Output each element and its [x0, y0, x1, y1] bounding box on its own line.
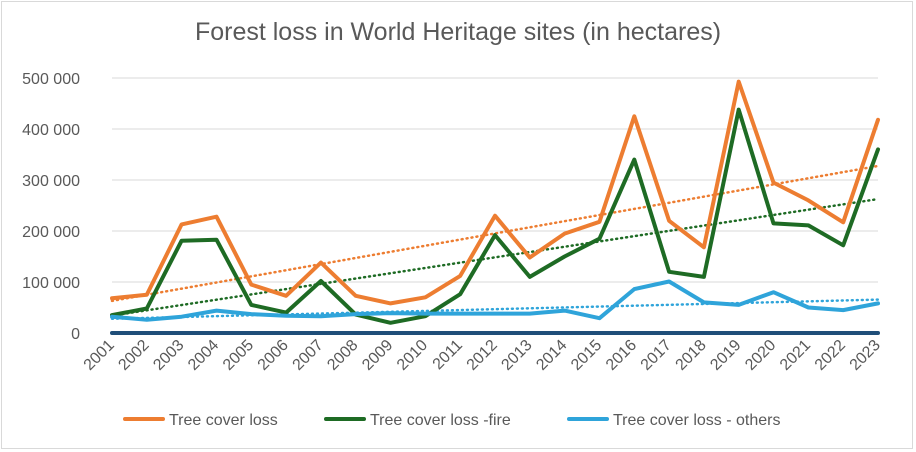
trendline-1	[110, 197, 880, 317]
x-tick-label: 2015	[568, 337, 605, 374]
y-tick-label: 0	[71, 326, 80, 343]
x-axis: 2001200220032004200520062007200820092010…	[81, 337, 884, 374]
x-tick-label: 2019	[707, 337, 744, 374]
x-tick-label: 2020	[742, 337, 779, 374]
legend: Tree cover loss Tree cover loss -fire Tree…	[123, 412, 780, 429]
x-tick-label: 2009	[359, 337, 396, 374]
x-tick-label: 2016	[603, 337, 640, 374]
y-tick-label: 200 000	[22, 224, 80, 241]
legend-label: Tree cover loss - others	[613, 412, 780, 429]
x-tick-label: 2013	[498, 337, 535, 374]
x-tick-label: 2022	[812, 337, 849, 374]
x-tick-label: 2014	[533, 337, 570, 374]
y-axis: 0 100 000 200 000 300 000 400 000 500 000	[22, 71, 80, 343]
x-tick-label: 2005	[220, 337, 257, 374]
x-tick-label: 2011	[430, 337, 466, 373]
x-tick-label: 2018	[673, 337, 710, 374]
x-tick-label: 2004	[185, 337, 222, 374]
chart-title: Forest loss in World Heritage sites (in …	[194, 18, 722, 46]
x-tick-label: 2012	[464, 337, 501, 374]
series-layer	[110, 79, 880, 335]
x-tick-label: 2007	[290, 337, 327, 374]
x-tick-label: 2001	[81, 337, 118, 374]
x-tick-label: 2003	[150, 337, 187, 374]
trendline-2	[110, 298, 880, 321]
x-tick-label: 2023	[847, 337, 884, 374]
y-tick-label: 500 000	[22, 71, 80, 88]
x-tick-label: 2021	[777, 337, 814, 374]
x-tick-label: 2006	[255, 337, 292, 374]
x-tick-label: 2010	[394, 337, 431, 374]
x-tick-label: 2002	[115, 337, 152, 374]
x-tick-label: 2008	[324, 337, 361, 374]
y-tick-label: 100 000	[22, 275, 80, 292]
legend-label: Tree cover loss	[169, 412, 278, 429]
series-line-2	[110, 279, 880, 322]
y-tick-label: 400 000	[22, 122, 80, 139]
legend-label: Tree cover loss -fire	[370, 412, 511, 429]
y-tick-label: 300 000	[22, 173, 80, 190]
x-tick-label: 2017	[638, 337, 675, 374]
